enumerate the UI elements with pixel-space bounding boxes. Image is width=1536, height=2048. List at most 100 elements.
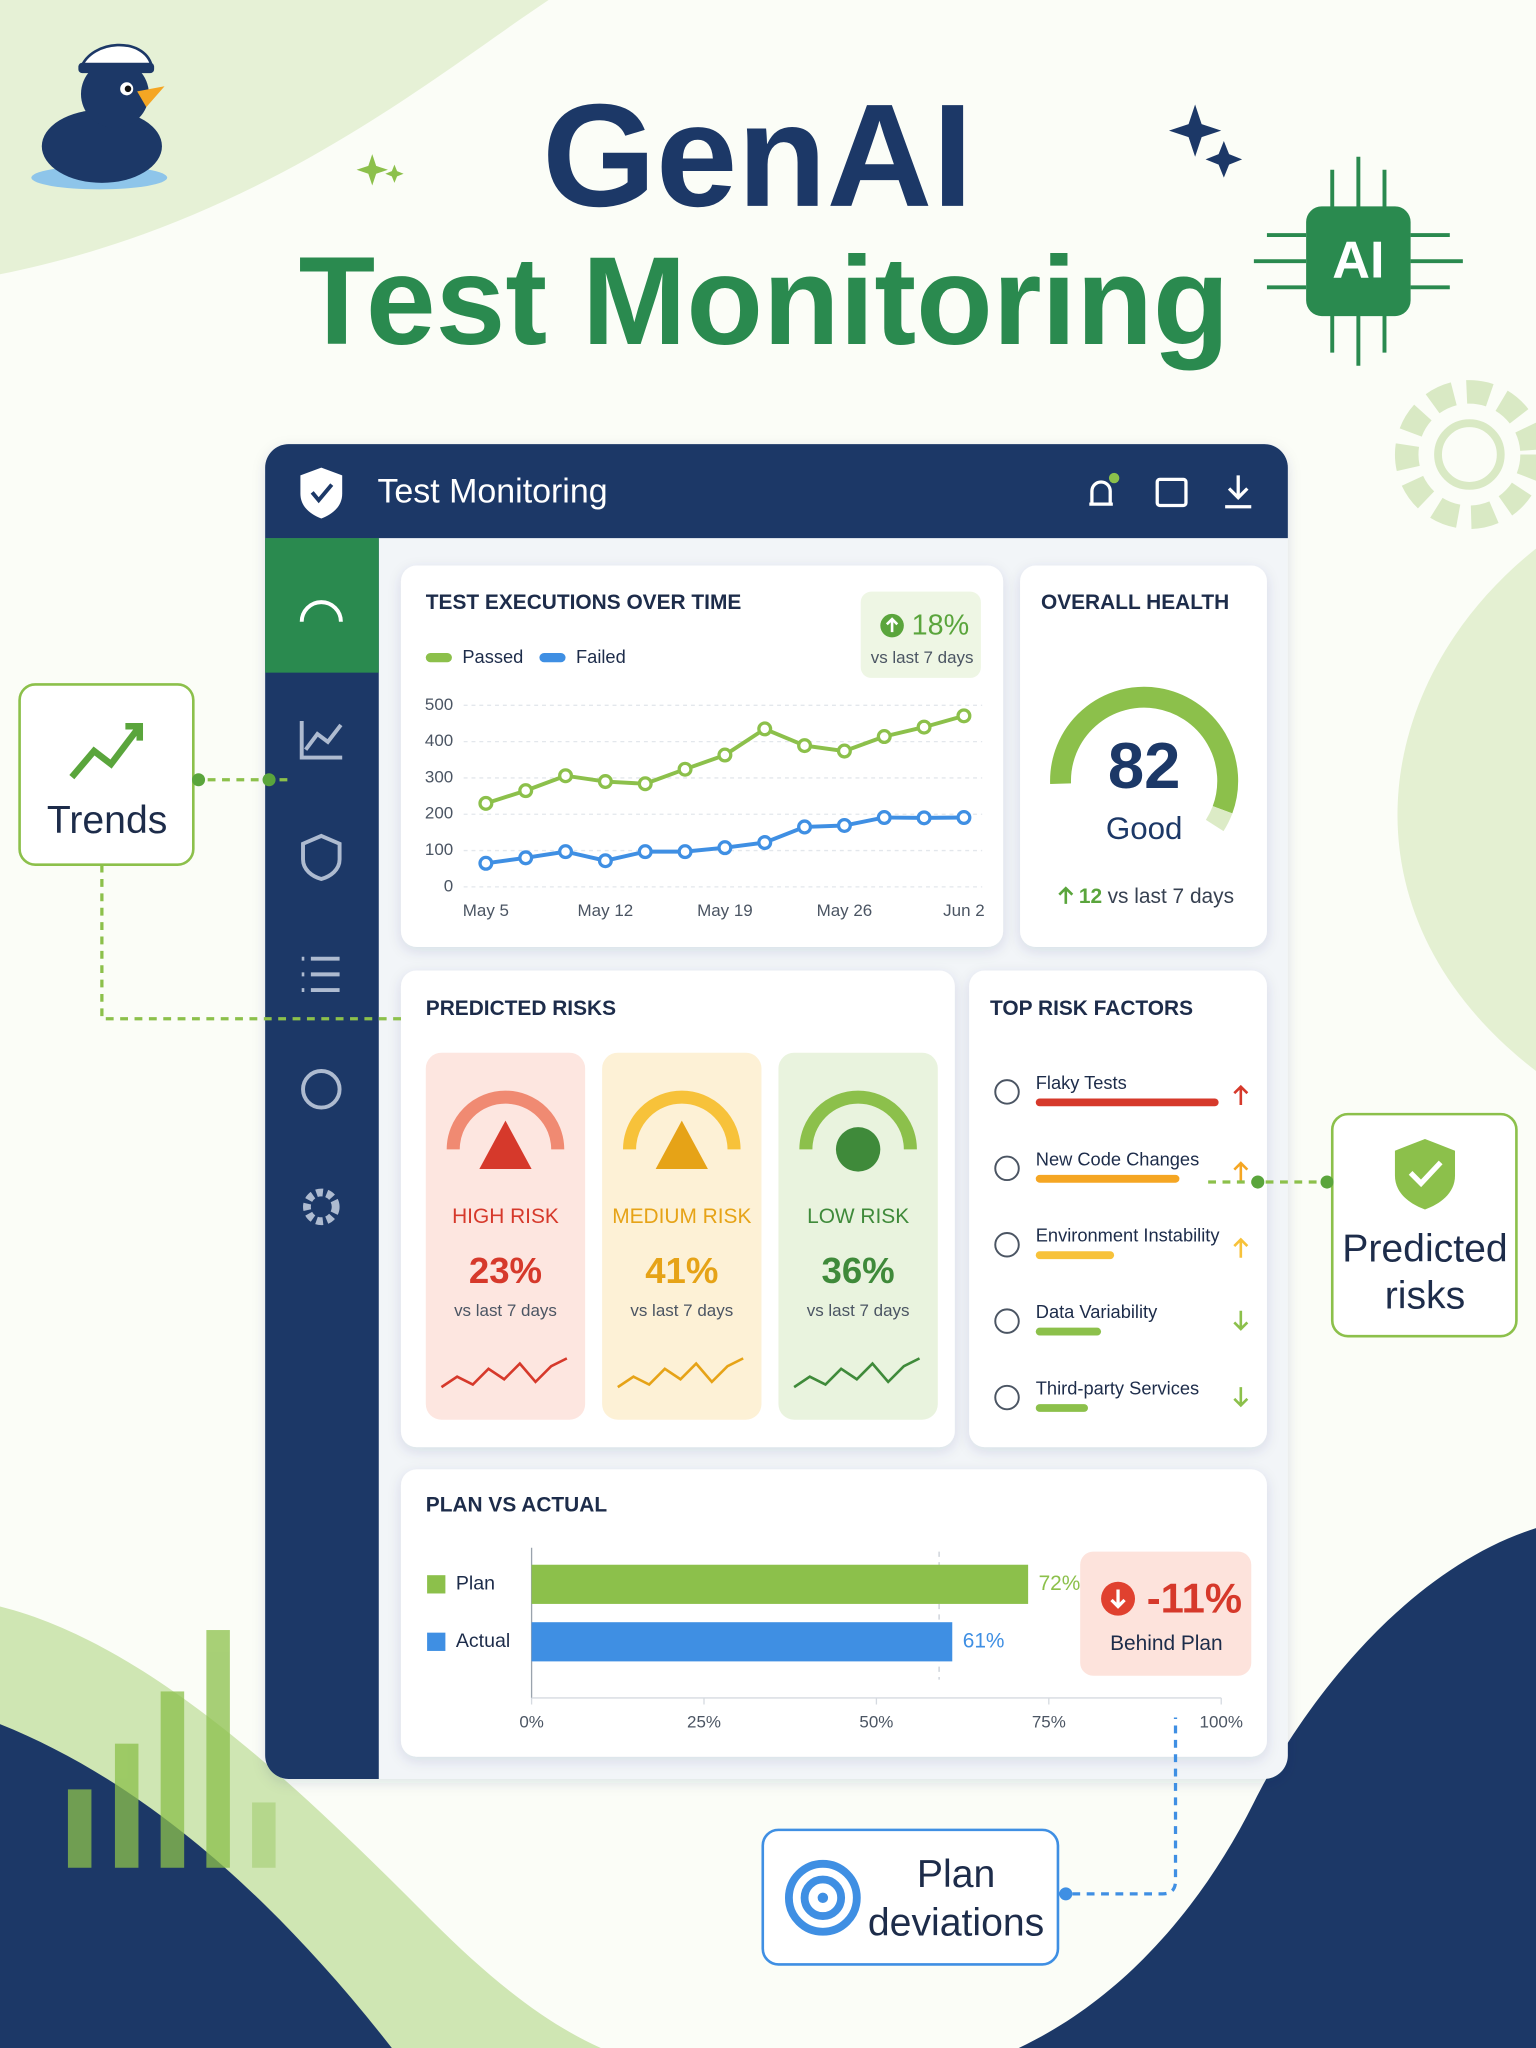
nav-reports[interactable] <box>301 1069 342 1110</box>
nav-trends[interactable] <box>299 720 343 760</box>
callout-label: Trends <box>47 799 167 842</box>
risk-note: vs last 7 days <box>630 1301 733 1320</box>
nav-settings[interactable] <box>303 1188 340 1226</box>
value-label: 61% <box>963 1629 1005 1652</box>
callout-risks <box>1208 1112 1518 1338</box>
factor-label: Third-party Services <box>1036 1378 1199 1399</box>
callout-label: deviations <box>868 1902 1044 1945</box>
page-title: GenAI <box>542 74 973 237</box>
factor-arrow <box>1233 1237 1249 1258</box>
x-tick-label: May 12 <box>578 901 634 920</box>
data-point <box>956 809 972 826</box>
nav-risks[interactable] <box>301 833 342 882</box>
y-tick-label: 200 <box>425 804 453 823</box>
card <box>969 970 1267 1448</box>
notifications-icon[interactable] <box>1089 480 1113 506</box>
health-status: Good <box>1106 811 1183 846</box>
factor-icon <box>994 1155 1020 1182</box>
risk-card <box>425 1052 586 1420</box>
risk-sparkline <box>617 1357 744 1389</box>
section-title: PREDICTED RISKS <box>426 997 616 1020</box>
calendar-icon[interactable] <box>1155 477 1188 508</box>
data-point <box>518 850 534 866</box>
risk-gauge <box>623 1090 741 1150</box>
risk-card <box>778 1052 938 1420</box>
factor-icon <box>994 1231 1020 1258</box>
risk-card <box>602 1052 762 1420</box>
callout-plan <box>761 1717 1178 1966</box>
change-note: vs last 7 days <box>871 648 974 667</box>
data-point <box>597 774 613 790</box>
risk-label: LOW RISK <box>807 1205 909 1228</box>
bar <box>531 1564 1029 1604</box>
bg-wave <box>0 1724 392 2048</box>
health-gauge-rest <box>1205 805 1233 832</box>
data-point <box>916 810 932 826</box>
ai-chip <box>1253 156 1463 366</box>
data-point <box>757 835 773 851</box>
y-tick-label: 500 <box>425 695 453 714</box>
callout-trends <box>18 683 401 1021</box>
legend-swatch <box>427 1632 446 1651</box>
data-point <box>677 844 693 860</box>
data-point <box>836 743 852 759</box>
factor-label: Data Variability <box>1036 1301 1158 1322</box>
section-title: OVERALL HEALTH <box>1041 591 1229 614</box>
factor-icon <box>994 1308 1020 1334</box>
bar <box>531 1622 953 1662</box>
y-tick-label: 400 <box>425 731 453 750</box>
callout-label: Plan <box>917 1853 995 1896</box>
ai-chip-body <box>1306 206 1411 317</box>
risk-sparkline <box>440 1357 568 1389</box>
plan-delta-note: Behind Plan <box>1110 1632 1223 1655</box>
risk-gauge <box>446 1090 565 1150</box>
x-tick-label: Jun 2 <box>943 901 985 920</box>
card <box>1020 565 1267 947</box>
risk-label: MEDIUM RISK <box>612 1205 751 1228</box>
sidebar-active[interactable] <box>265 538 379 673</box>
data-point <box>916 719 932 735</box>
data-point <box>637 844 653 860</box>
logo <box>31 43 168 190</box>
app-logo-check <box>310 483 334 504</box>
x-tick-label: 25% <box>687 1712 721 1731</box>
x-tick-label: 0% <box>519 1712 544 1731</box>
nav-list[interactable] <box>301 956 340 992</box>
health-delta: 12 <box>1079 885 1102 908</box>
data-point <box>597 853 613 869</box>
factor-bar <box>1035 1327 1102 1336</box>
data-point <box>876 729 892 745</box>
legend-label: Failed <box>576 646 626 667</box>
card <box>400 1469 1267 1757</box>
up-arrow <box>1058 886 1074 904</box>
factor-label: New Code Changes <box>1036 1148 1199 1169</box>
nav-dashboard[interactable] <box>299 600 343 622</box>
y-tick-label: 300 <box>425 767 453 786</box>
risk-label: HIGH RISK <box>452 1205 559 1228</box>
data-point <box>757 721 773 737</box>
factor-icon <box>994 1079 1020 1105</box>
category-label: Actual <box>456 1630 510 1652</box>
risk-icon <box>835 1127 881 1172</box>
risk-icon <box>479 1120 532 1169</box>
data-point <box>956 708 972 724</box>
factor-bar <box>1035 1251 1115 1260</box>
y-tick-label: 0 <box>444 876 453 895</box>
plan-delta: -11% <box>1147 1574 1242 1621</box>
bg-wave <box>1018 1528 1536 2048</box>
legend-swatch <box>539 653 566 663</box>
factor-arrow <box>1233 1161 1249 1182</box>
data-point <box>797 738 813 754</box>
category-label: Plan <box>456 1572 495 1594</box>
x-tick-label: 75% <box>1032 1712 1066 1731</box>
factor-arrow <box>1233 1387 1249 1408</box>
data-point <box>558 768 574 784</box>
risk-note: vs last 7 days <box>807 1301 910 1320</box>
download-icon[interactable] <box>1225 475 1252 509</box>
sparkle <box>1168 104 1243 178</box>
health-delta-note: vs last 7 days <box>1108 885 1234 908</box>
change-badge <box>860 591 981 678</box>
data-point <box>637 776 653 792</box>
bg-bars <box>67 1630 276 1868</box>
data-point <box>836 817 852 834</box>
